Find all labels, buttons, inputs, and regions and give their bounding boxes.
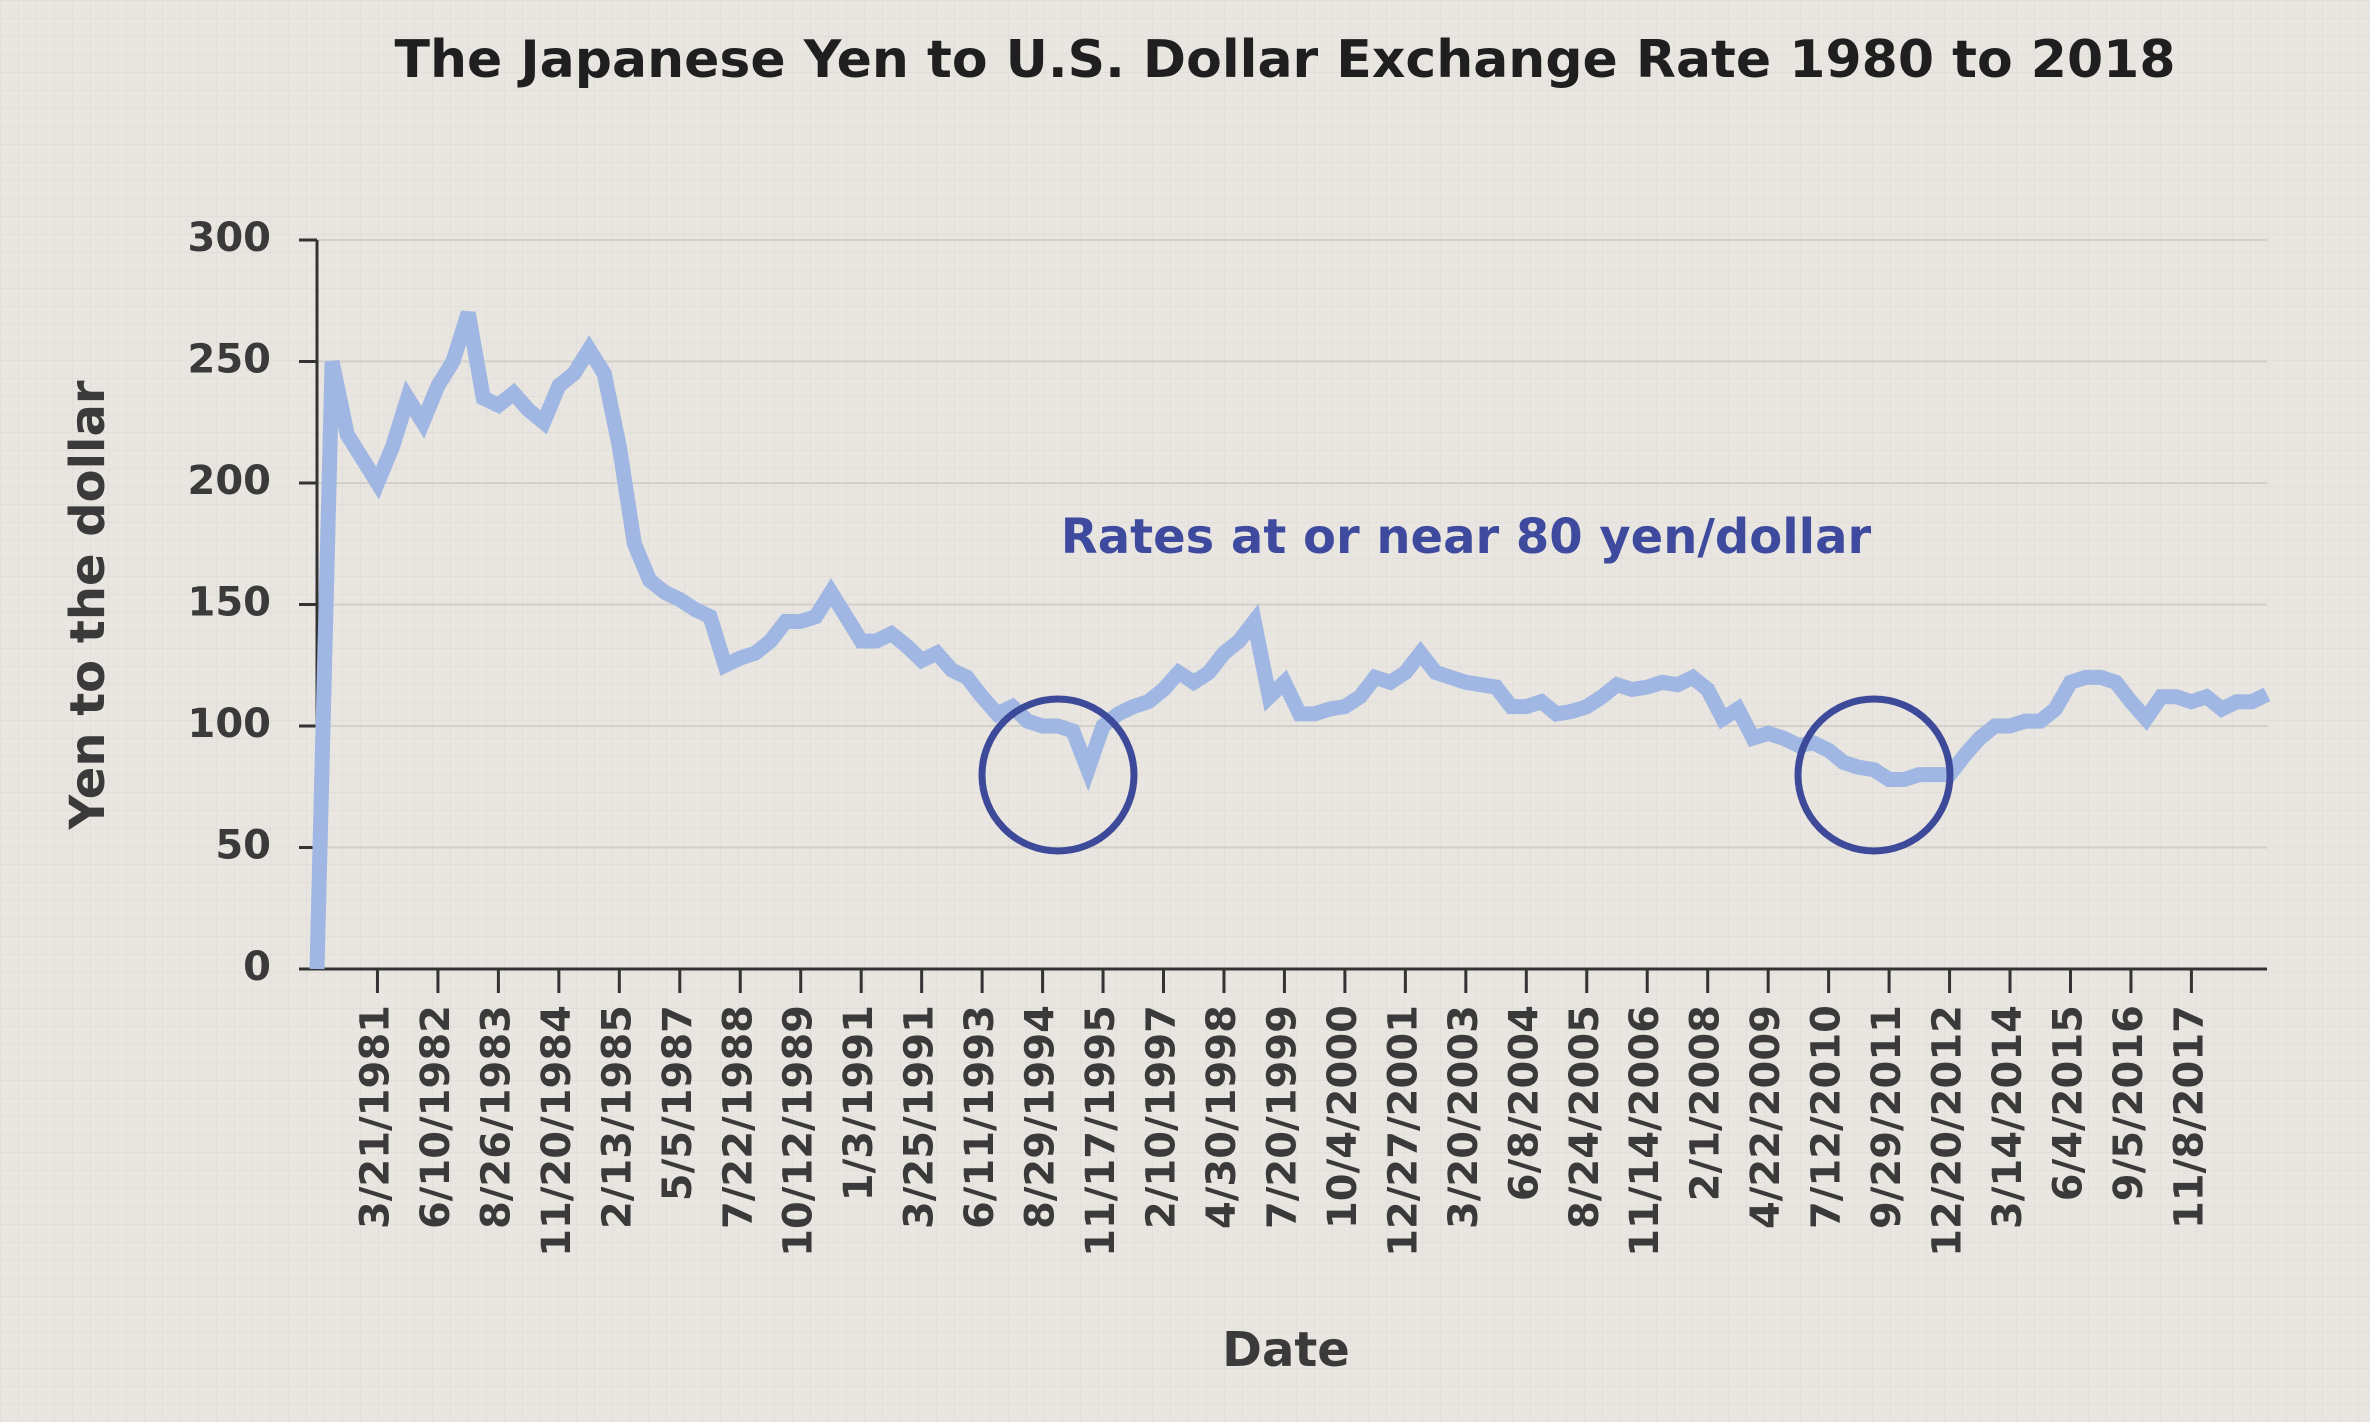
x-tick-label: 12/20/2012 [1925, 1005, 1971, 1257]
x-tick-label: 11/17/1995 [1078, 1005, 1124, 1257]
highlight-circle [978, 695, 1138, 855]
x-tick-label: 6/10/1982 [413, 1005, 459, 1229]
x-tick-label: 6/4/2015 [2045, 1005, 2091, 1201]
y-tick-label: 150 [188, 580, 272, 626]
x-tick-label: 2/13/1985 [594, 1005, 640, 1229]
chart-title: The Japanese Yen to U.S. Dollar Exchange… [394, 30, 2175, 90]
x-tick-label: 8/29/1994 [1018, 1005, 1064, 1229]
x-tick-label: 9/29/2011 [1864, 1005, 1910, 1229]
x-tick-label: 8/26/1983 [473, 1005, 519, 1229]
y-tick-label: 0 [243, 944, 271, 990]
x-tick-label: 8/24/2005 [1562, 1005, 1608, 1229]
x-tick-label: 10/12/1989 [776, 1005, 822, 1257]
x-tick-label: 6/8/2004 [1501, 1005, 1547, 1201]
x-tick-label: 11/20/1984 [534, 1005, 580, 1257]
x-tick-label: 11/14/2006 [1622, 1005, 1668, 1257]
x-tick-label: 3/25/1991 [897, 1005, 943, 1229]
y-tick-label: 50 [215, 823, 271, 869]
y-tick-label: 250 [188, 337, 272, 383]
x-tick-label: 2/10/1997 [1139, 1005, 1185, 1229]
x-tick-label: 3/21/1981 [352, 1005, 398, 1229]
x-tick-label: 12/27/2001 [1380, 1005, 1426, 1257]
y-tick-label: 200 [188, 458, 272, 504]
x-tick-label: 1/3/1991 [836, 1005, 882, 1201]
x-tick-label: 7/12/2010 [1804, 1005, 1850, 1229]
x-tick-label: 7/20/1999 [1259, 1005, 1305, 1229]
x-tick-label: 5/5/1987 [655, 1005, 701, 1201]
x-tick-label: 6/11/1993 [957, 1005, 1003, 1229]
x-tick-label: 3/20/2003 [1441, 1005, 1487, 1229]
data-line [309, 310, 2271, 970]
x-tick-label: 10/4/2000 [1320, 1005, 1366, 1229]
y-axis-label: Yen to the dollar [60, 380, 116, 830]
x-tick-label: 9/5/2016 [2106, 1005, 2152, 1201]
plot-area [309, 310, 2271, 970]
x-tick-label: 3/14/2014 [1985, 1005, 2031, 1229]
x-tick-label: 7/22/1988 [715, 1005, 761, 1229]
x-tick-label: 2/1/2008 [1683, 1005, 1729, 1201]
grid: 0 50 100 150 200 250 300 3/21/1981 6/10/1982 8/26… [188, 215, 2267, 1257]
y-tick-label: 100 [188, 701, 272, 747]
x-tick-label: 11/8/2017 [2166, 1005, 2212, 1229]
x-axis-label: Date [1222, 1322, 1350, 1378]
annotation: Rates at or near 80 yen/dollar [1061, 509, 1872, 565]
highlight-circle [1794, 695, 1954, 855]
x-tick-label: 4/30/1998 [1199, 1005, 1245, 1229]
x-tick-label: 4/22/2009 [1743, 1005, 1789, 1229]
y-tick-label: 300 [188, 215, 272, 261]
